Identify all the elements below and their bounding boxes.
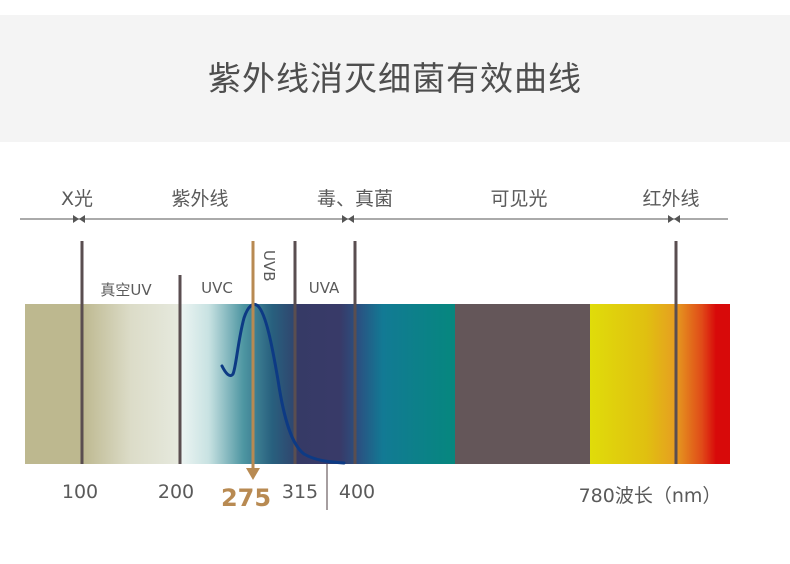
peak-275-marker <box>246 241 260 480</box>
band-xray <box>25 304 82 464</box>
wavelength-100: 100 <box>61 481 99 503</box>
category-visible: 可见光 <box>490 188 548 210</box>
wavelength-780-unit: 780波长（nm） <box>578 485 722 507</box>
band-vacuum-uv <box>82 304 180 464</box>
wavelength-400: 400 <box>338 481 376 503</box>
label-uva: UVA <box>308 279 340 297</box>
page-title: 紫外线消灭细菌有效曲线 <box>208 59 582 98</box>
wavelength-200: 200 <box>157 481 195 503</box>
category-virus-fungi: 毒、真菌 <box>316 188 394 210</box>
category-infrared: 红外线 <box>642 188 700 210</box>
arrow-down-icon <box>246 468 260 480</box>
category-uv: 紫外线 <box>171 188 229 210</box>
category-xray: X光 <box>60 188 94 210</box>
label-uvb: UVB <box>260 250 278 282</box>
wavelength-275: 275 <box>220 484 272 512</box>
label-vacuum-uv: 真空UV <box>100 281 152 299</box>
band-dividers <box>80 241 678 464</box>
band-visible <box>455 304 590 464</box>
wavelength-315: 315 <box>281 481 319 503</box>
band-infrared <box>590 304 730 464</box>
label-uvc: UVC <box>201 279 233 297</box>
range-divider-marks <box>73 215 680 223</box>
header-band <box>0 15 790 142</box>
band-uvc-uvb <box>180 304 295 464</box>
band-uva <box>295 304 455 464</box>
germicidal-efficiency-curve <box>220 303 346 465</box>
